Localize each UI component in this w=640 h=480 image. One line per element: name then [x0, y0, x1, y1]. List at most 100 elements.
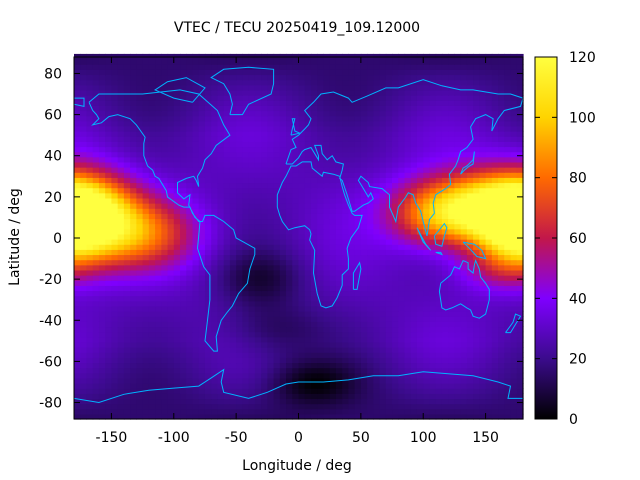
heatmap-cell: [448, 249, 456, 256]
heatmap-cell: [267, 131, 275, 137]
heatmap-cell: [298, 311, 306, 317]
heatmap-cell: [161, 69, 169, 76]
heatmap-cell: [354, 326, 362, 333]
heatmap-cell: [198, 64, 206, 70]
heatmap-cell: [211, 290, 219, 297]
heatmap-cell: [304, 125, 312, 132]
heatmap-cell: [155, 393, 162, 400]
heatmap-cell: [323, 398, 331, 405]
heatmap-cell: [198, 403, 206, 410]
heatmap-cell: [460, 285, 468, 292]
heatmap-cell: [367, 275, 374, 281]
heatmap-cell: [254, 105, 262, 112]
heatmap-cell: [348, 362, 356, 369]
heatmap-cell: [204, 223, 212, 230]
heatmap-cell: [479, 74, 487, 81]
heatmap-cell: [111, 192, 119, 199]
heatmap-cell: [498, 264, 505, 271]
heatmap-cell: [373, 326, 381, 333]
heatmap-cell: [167, 393, 175, 400]
heatmap-cell: [74, 269, 81, 276]
heatmap-cell: [317, 249, 325, 256]
heatmap-cell: [117, 269, 125, 276]
heatmap-cell: [92, 228, 100, 235]
heatmap-cell: [398, 197, 406, 204]
heatmap-cell: [416, 100, 424, 106]
heatmap-cell: [385, 393, 393, 400]
heatmap-cell: [123, 393, 131, 400]
heatmap-cell: [342, 357, 349, 364]
heatmap-cell: [329, 259, 337, 266]
heatmap-cell: [248, 161, 256, 168]
heatmap-cell: [367, 177, 374, 184]
heatmap-cell: [398, 388, 406, 394]
heatmap-cell: [155, 233, 162, 240]
heatmap-cell: [310, 305, 318, 312]
heatmap-cell: [161, 136, 169, 142]
heatmap-cell: [292, 100, 300, 106]
heatmap-cell: [236, 136, 243, 142]
heatmap-cell: [348, 69, 356, 76]
heatmap-cell: [335, 372, 343, 379]
heatmap-cell: [485, 264, 493, 271]
heatmap-cell: [167, 105, 175, 112]
heatmap-cell: [92, 336, 100, 343]
heatmap-cell: [204, 326, 212, 333]
heatmap-cell: [335, 167, 343, 173]
heatmap-cell: [236, 326, 243, 333]
heatmap-cell: [167, 131, 175, 137]
heatmap-cell: [142, 341, 150, 348]
heatmap-cell: [510, 218, 518, 225]
heatmap-cell: [310, 115, 318, 122]
heatmap-cell: [404, 187, 412, 194]
heatmap-cell: [198, 321, 206, 328]
heatmap-cell: [98, 311, 106, 317]
heatmap-cell: [441, 172, 449, 178]
heatmap-cell: [329, 295, 337, 302]
heatmap-cell: [310, 290, 318, 297]
heatmap-cell: [473, 89, 480, 96]
heatmap-cell: [242, 367, 250, 374]
heatmap-cell: [279, 367, 287, 374]
heatmap-cell: [473, 403, 480, 410]
heatmap-cell: [485, 311, 493, 317]
heatmap-cell: [329, 393, 337, 400]
heatmap-cell: [273, 239, 281, 245]
heatmap-cell: [485, 357, 493, 364]
heatmap-cell: [392, 285, 399, 292]
heatmap-cell: [173, 213, 181, 220]
heatmap-cell: [373, 367, 381, 374]
heatmap-cell: [479, 336, 487, 343]
heatmap-cell: [485, 110, 493, 117]
heatmap-cell: [204, 64, 212, 70]
heatmap-cell: [410, 352, 418, 358]
heatmap-cell: [460, 403, 468, 410]
heatmap-cell: [441, 336, 449, 343]
heatmap-cell: [435, 192, 443, 199]
heatmap-cell: [267, 300, 275, 307]
heatmap-cell: [286, 213, 293, 220]
heatmap-cell: [286, 125, 293, 132]
heatmap-cell: [454, 100, 462, 106]
heatmap-cell: [111, 146, 119, 153]
heatmap-cell: [254, 383, 262, 389]
heatmap-cell: [516, 197, 524, 204]
heatmap-cell: [123, 352, 131, 358]
heatmap-cell: [448, 239, 456, 245]
heatmap-cell: [392, 357, 399, 364]
heatmap-cell: [385, 223, 393, 230]
heatmap-cell: [267, 167, 275, 173]
heatmap-cell: [491, 177, 499, 184]
heatmap-cell: [267, 336, 275, 343]
heatmap-cell: [74, 280, 81, 286]
heatmap-cell: [491, 115, 499, 122]
heatmap-cell: [323, 300, 331, 307]
heatmap-cell: [348, 408, 356, 415]
heatmap-cell: [98, 269, 106, 276]
heatmap-cell: [92, 408, 100, 415]
heatmap-cell: [155, 105, 162, 112]
heatmap-cell: [354, 295, 362, 302]
heatmap-cell: [92, 161, 100, 168]
heatmap-cell: [186, 213, 194, 220]
heatmap-cell: [86, 95, 94, 101]
